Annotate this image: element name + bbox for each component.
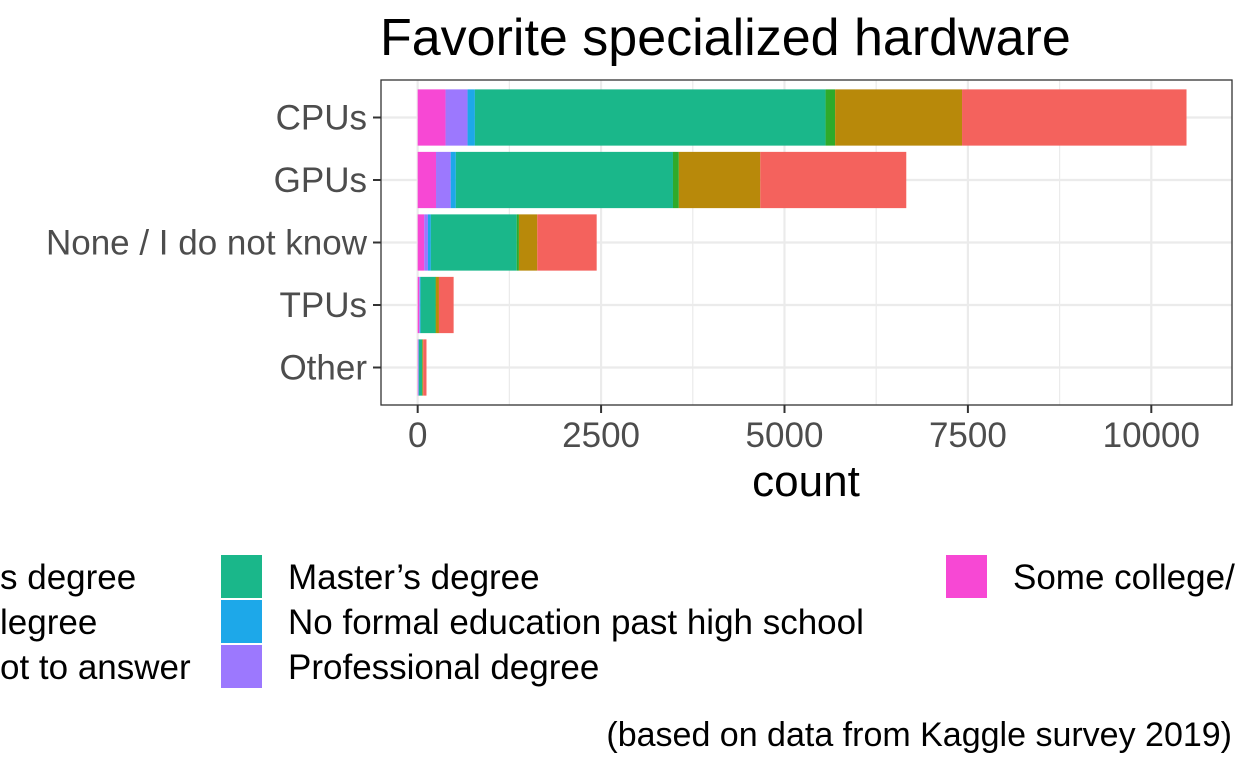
legend-key [221, 600, 262, 643]
x-tick-label: 5000 [746, 416, 824, 455]
chart-title: Favorite specialized hardware [380, 9, 1071, 67]
bar-segment [419, 277, 420, 333]
bar-segment [418, 152, 436, 208]
bar-segment [446, 89, 468, 145]
x-tick-label: 7500 [929, 416, 1007, 455]
bar-segment [418, 214, 425, 270]
bar-segment [423, 339, 426, 395]
bar-segment [435, 277, 436, 333]
legend-label: Some college/ [1013, 558, 1235, 597]
legend: s degree legree ot to answer Master’s degre… [0, 555, 1235, 688]
legend-label: s degree [0, 558, 136, 597]
bar-segment [456, 152, 673, 208]
bar-segment [419, 339, 422, 395]
legend-label: No formal education past high school [288, 603, 864, 642]
chart-caption: (based on data from Kaggle survey 2019) [606, 716, 1232, 754]
legend-label: ot to answer [0, 648, 191, 687]
legend-label: Professional degree [288, 648, 599, 687]
bar-segment [424, 214, 428, 270]
y-tick-label: None / I do not know [46, 224, 368, 263]
y-axis: CPUs GPUs None / I do not know TPUs Other [46, 99, 381, 388]
bar-segment [436, 152, 451, 208]
bar-segment [428, 214, 431, 270]
x-axis: 0 2500 5000 7500 10000 [408, 405, 1200, 455]
bar-segment [418, 339, 419, 395]
bar-segment [679, 152, 760, 208]
bar-segment [475, 89, 826, 145]
legend-key [221, 645, 262, 688]
bar-segment [418, 89, 446, 145]
legend-label: legree [0, 603, 97, 642]
bar-segment [439, 277, 454, 333]
bar-segment [418, 277, 419, 333]
x-axis-title: count [752, 457, 860, 506]
y-tick-label: GPUs [274, 161, 367, 200]
bar-segment [451, 152, 456, 208]
bar-segment [468, 89, 475, 145]
bar-segment [835, 89, 962, 145]
bar-segment [760, 152, 906, 208]
legend-key [946, 555, 987, 598]
x-tick-label: 10000 [1103, 416, 1200, 455]
x-tick-label: 0 [408, 416, 427, 455]
bar-segment [962, 89, 1186, 145]
bar-segment [431, 214, 517, 270]
bar-segment [420, 277, 421, 333]
legend-key [221, 555, 262, 598]
bar-segment [517, 214, 519, 270]
legend-label: Master’s degree [288, 558, 540, 597]
y-tick-label: CPUs [276, 99, 367, 138]
y-tick-label: Other [279, 349, 367, 388]
bar-segment [673, 152, 679, 208]
x-tick-label: 2500 [562, 416, 640, 455]
bar-segment [422, 339, 423, 395]
bar-segment [436, 277, 439, 333]
bar-segment [519, 214, 537, 270]
y-tick-label: TPUs [280, 286, 368, 325]
bar-segment [826, 89, 836, 145]
bar-segment [537, 214, 596, 270]
bar-segment [421, 277, 436, 333]
